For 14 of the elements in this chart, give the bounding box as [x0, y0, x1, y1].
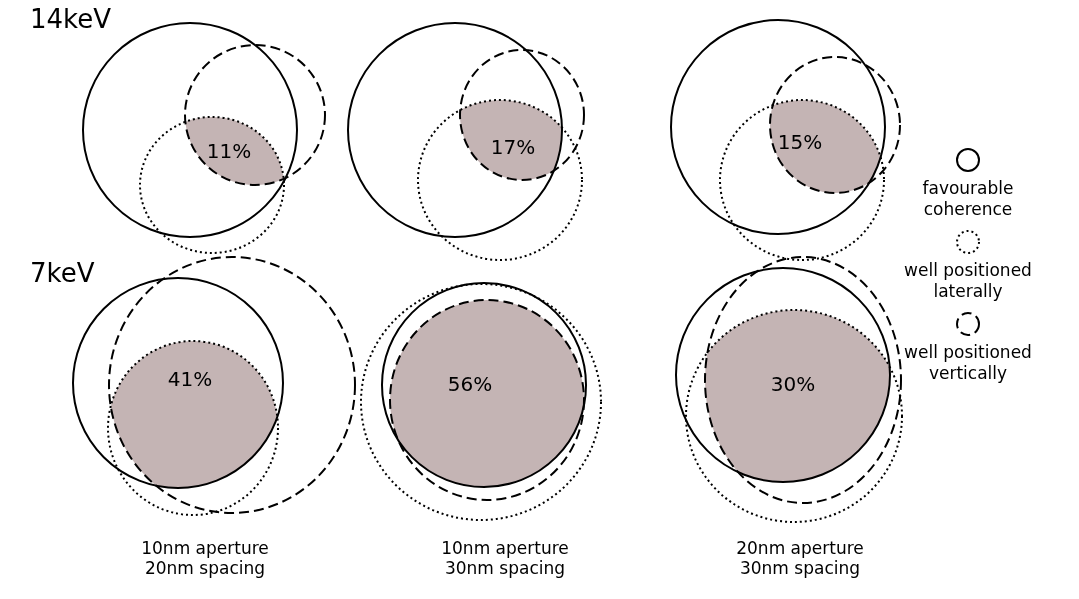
- data-label: 41%: [167, 366, 213, 391]
- data-label: 11%: [206, 138, 252, 163]
- text: well positioned vertically: [904, 342, 1032, 383]
- data-label: 17%: [490, 134, 536, 159]
- category-label: 10nm aperture 20nm spacing: [141, 538, 269, 578]
- text: favourable coherence: [922, 178, 1014, 219]
- text: 14keV: [30, 4, 112, 34]
- text: well positioned laterally: [904, 260, 1032, 301]
- category-label: 20nm aperture 30nm spacing: [736, 538, 864, 578]
- data-label: 56%: [447, 371, 493, 396]
- data-label: 30%: [770, 371, 816, 396]
- text: 7keV: [30, 258, 95, 288]
- category-label: 10nm aperture 30nm spacing: [441, 538, 569, 578]
- data-label: 15%: [777, 129, 823, 154]
